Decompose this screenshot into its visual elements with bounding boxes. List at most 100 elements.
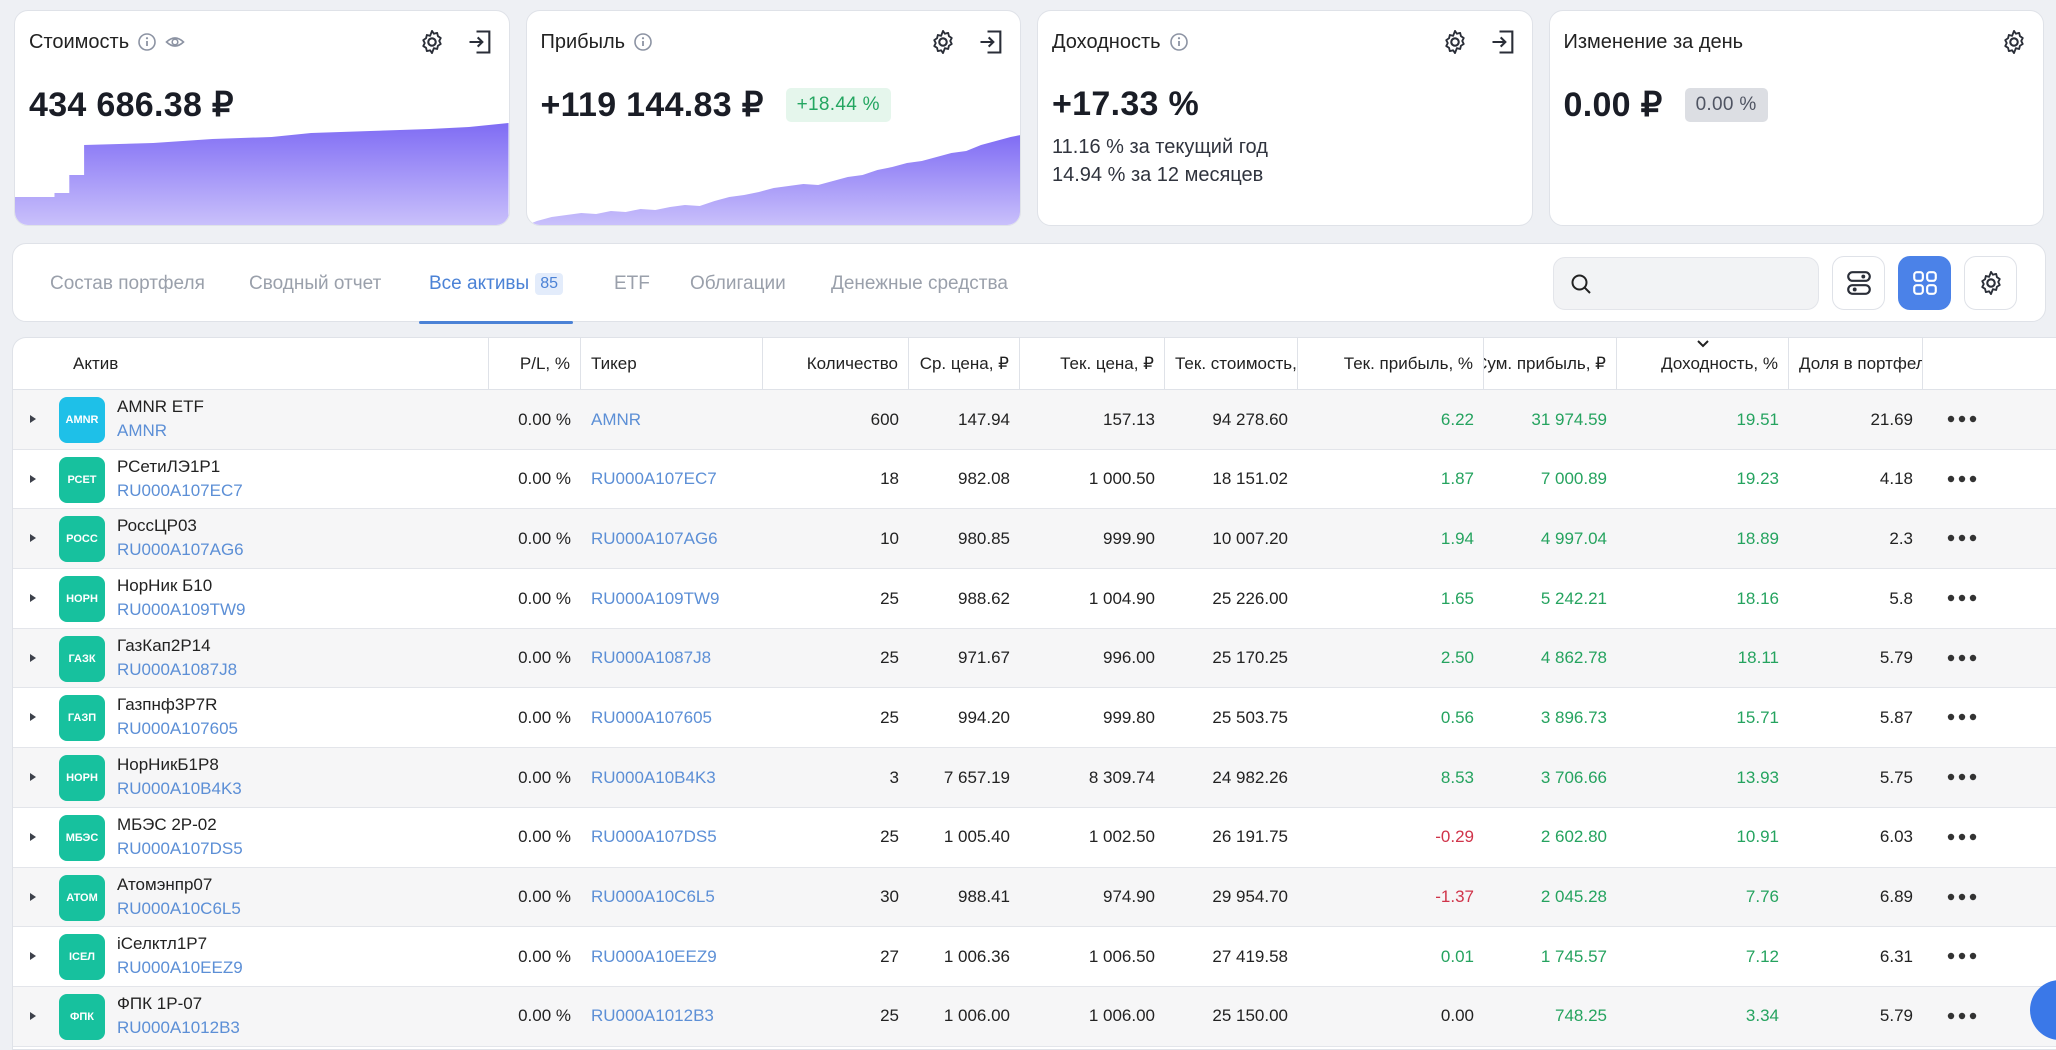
row-actions-button[interactable] — [1944, 765, 1980, 789]
toggle-view-button[interactable] — [1832, 256, 1885, 310]
asset-code[interactable]: RU000A1012B3 — [117, 1017, 240, 1037]
asset-code[interactable]: RU000A10B4K3 — [117, 779, 242, 799]
tab-portfolio-composition[interactable]: Состав портфеля — [50, 272, 205, 294]
table-row[interactable]: НОРН НорНик Б10 RU000A109TW9 0.00 % RU000A10… — [13, 569, 2056, 629]
cell-ticker[interactable]: AMNR — [591, 409, 642, 429]
info-icon[interactable] — [1169, 32, 1189, 52]
cell-current-value: 25 170.25 — [1212, 648, 1288, 668]
expand-row-icon[interactable] — [25, 948, 41, 964]
asset-code[interactable]: RU000A107605 — [117, 719, 238, 739]
search-input[interactable] — [1602, 258, 1812, 309]
asset-code[interactable]: RU000A10EEZ9 — [117, 958, 243, 978]
cell-ticker[interactable]: RU000A1087J8 — [591, 648, 712, 668]
asset-code[interactable]: RU000A1087J8 — [117, 659, 238, 679]
cell-ticker[interactable]: RU000A107AG6 — [591, 528, 718, 548]
tab-summary-report[interactable]: Сводный отчет — [249, 272, 382, 294]
expand-row-icon[interactable] — [25, 889, 41, 905]
tab-cash[interactable]: Денежные средства — [831, 272, 1008, 294]
table-row[interactable]: РОСС РоссЦР03 RU000A107AG6 0.00 % RU000A107A… — [13, 509, 2056, 570]
cell-ticker[interactable]: RU000A107DS5 — [591, 827, 717, 847]
row-actions-button[interactable] — [1944, 467, 1980, 491]
cell-ticker[interactable]: RU000A10C6L5 — [591, 887, 715, 906]
table-row[interactable]: ICЕЛ iСелктл1Р7 RU000A10EEZ9 0.00 % RU000A10… — [13, 927, 2056, 987]
asset-code[interactable]: RU000A10C6L5 — [117, 898, 241, 918]
table-row[interactable]: ГАЗП Газпнф3Р7R RU000A107605 0.00 % RU000A10… — [13, 688, 2056, 749]
tab-etf[interactable]: ETF — [614, 272, 650, 294]
expand-row-icon[interactable] — [25, 769, 41, 785]
info-icon[interactable] — [633, 32, 653, 52]
table-row[interactable]: НОРН НорНикБ1Р8 RU000A10B4K3 0.00 % RU000A10… — [13, 748, 2056, 808]
asset-code[interactable]: RU000A109TW9 — [117, 600, 246, 620]
value-card-amount: 434 686.38 ₽ — [29, 86, 234, 124]
col-avg-price[interactable]: Ср. цена, ₽ — [909, 338, 1020, 389]
cell-avg-price: 982.08 — [958, 469, 1010, 489]
cell-current-price: 1 006.00 — [1088, 1006, 1155, 1026]
tab-all-assets[interactable]: Все активы 85 — [419, 244, 573, 324]
cell-total-profit: 5 242.21 — [1540, 588, 1607, 608]
col-current-price[interactable]: Тек. цена, ₽ — [1020, 338, 1165, 389]
col-yield[interactable]: Доходность, % — [1617, 338, 1789, 389]
col-current-value[interactable]: Тек. стоимость, — [1165, 338, 1298, 389]
table-row[interactable]: ГАЗК ГазКап2Р14 RU000A1087J8 0.00 % RU000A10… — [13, 628, 2056, 689]
asset-code[interactable]: RU000A107DS5 — [117, 838, 243, 858]
cell-ticker[interactable]: RU000A10B4K3 — [591, 767, 716, 787]
gear-icon[interactable] — [415, 25, 449, 59]
col-pl[interactable]: P/L, % — [489, 338, 581, 389]
expand-row-icon[interactable] — [25, 471, 41, 487]
asset-code[interactable]: AMNR — [117, 421, 168, 440]
expand-row-icon[interactable] — [25, 411, 41, 427]
tab-bonds[interactable]: Облигации — [690, 272, 786, 294]
asset-logo: РОСС — [59, 516, 105, 563]
col-total-profit[interactable]: Сум. прибыль, ₽ — [1484, 338, 1617, 389]
col-ticker[interactable]: Тикер — [581, 338, 763, 389]
expand-row-icon[interactable] — [25, 530, 41, 546]
col-current-profit[interactable]: Тек. прибыль, % — [1298, 338, 1484, 389]
cell-ticker[interactable]: RU000A107EC7 — [591, 469, 717, 489]
col-portfolio-share[interactable]: Доля в портфел — [1789, 338, 1923, 389]
expand-row-icon[interactable] — [25, 650, 41, 666]
expand-row-icon[interactable] — [25, 709, 41, 725]
info-icon[interactable] — [137, 32, 157, 52]
gear-icon[interactable] — [926, 25, 960, 59]
expand-row-icon[interactable] — [25, 1008, 41, 1024]
row-actions-button[interactable] — [1944, 944, 1980, 968]
cell-quantity: 27 — [880, 946, 899, 966]
table-row[interactable]: РСЕТ РСетиЛЭ1Р1 RU000A107EC7 0.00 % RU000A10… — [13, 450, 2056, 510]
cell-ticker[interactable]: RU000A109TW9 — [591, 588, 720, 608]
row-actions-button[interactable] — [1944, 646, 1980, 670]
cell-yield: 13.93 — [1736, 767, 1779, 787]
row-actions-button[interactable] — [1944, 885, 1980, 909]
eye-icon[interactable] — [165, 32, 185, 52]
col-quantity[interactable]: Количество — [763, 338, 909, 389]
open-details-icon[interactable] — [1486, 25, 1520, 59]
grid-view-button[interactable] — [1898, 256, 1951, 310]
expand-row-icon[interactable] — [25, 829, 41, 845]
gear-icon[interactable] — [1438, 25, 1472, 59]
col-asset[interactable]: Актив — [13, 338, 489, 389]
row-actions-button[interactable] — [1944, 705, 1980, 729]
asset-code[interactable]: RU000A107AG6 — [117, 540, 244, 560]
table-settings-button[interactable] — [1964, 256, 2017, 310]
open-details-icon[interactable] — [974, 25, 1008, 59]
table-row[interactable]: МБЭС МБЭС 2Р-02 RU000A107DS5 0.00 % RU000A10… — [13, 808, 2056, 868]
cell-ticker[interactable]: RU000A1012B3 — [591, 1006, 714, 1026]
cell-ticker[interactable]: RU000A107605 — [591, 707, 712, 727]
asset-code[interactable]: RU000A107EC7 — [117, 480, 243, 500]
cell-portfolio-share: 5.8 — [1889, 588, 1913, 608]
table-row[interactable]: АТОМ Атомэнпр07 RU000A10C6L5 0.00 % RU000A10… — [13, 867, 2056, 928]
asset-logo: РСЕТ — [59, 456, 105, 503]
asset-name: РСетиЛЭ1Р1 — [117, 456, 221, 476]
gear-icon — [1980, 270, 2001, 296]
table-row[interactable]: ФПК ФПК 1Р-07 RU000A1012B3 0.00 % RU000A1012… — [13, 986, 2056, 1047]
cell-ticker[interactable]: RU000A10EEZ9 — [591, 946, 717, 966]
row-actions-button[interactable] — [1944, 825, 1980, 849]
open-details-icon[interactable] — [463, 25, 497, 59]
gear-icon[interactable] — [1997, 25, 2031, 59]
table-row[interactable]: AMNR AMNR ETF AMNR 0.00 % AMNR 600 147.94 157.1… — [13, 390, 2056, 450]
row-actions-button[interactable] — [1944, 1004, 1980, 1028]
row-actions-button[interactable] — [1944, 407, 1980, 431]
cell-total-profit: 1 745.57 — [1540, 946, 1607, 966]
expand-row-icon[interactable] — [25, 590, 41, 606]
row-actions-button[interactable] — [1944, 586, 1980, 610]
row-actions-button[interactable] — [1944, 526, 1980, 550]
